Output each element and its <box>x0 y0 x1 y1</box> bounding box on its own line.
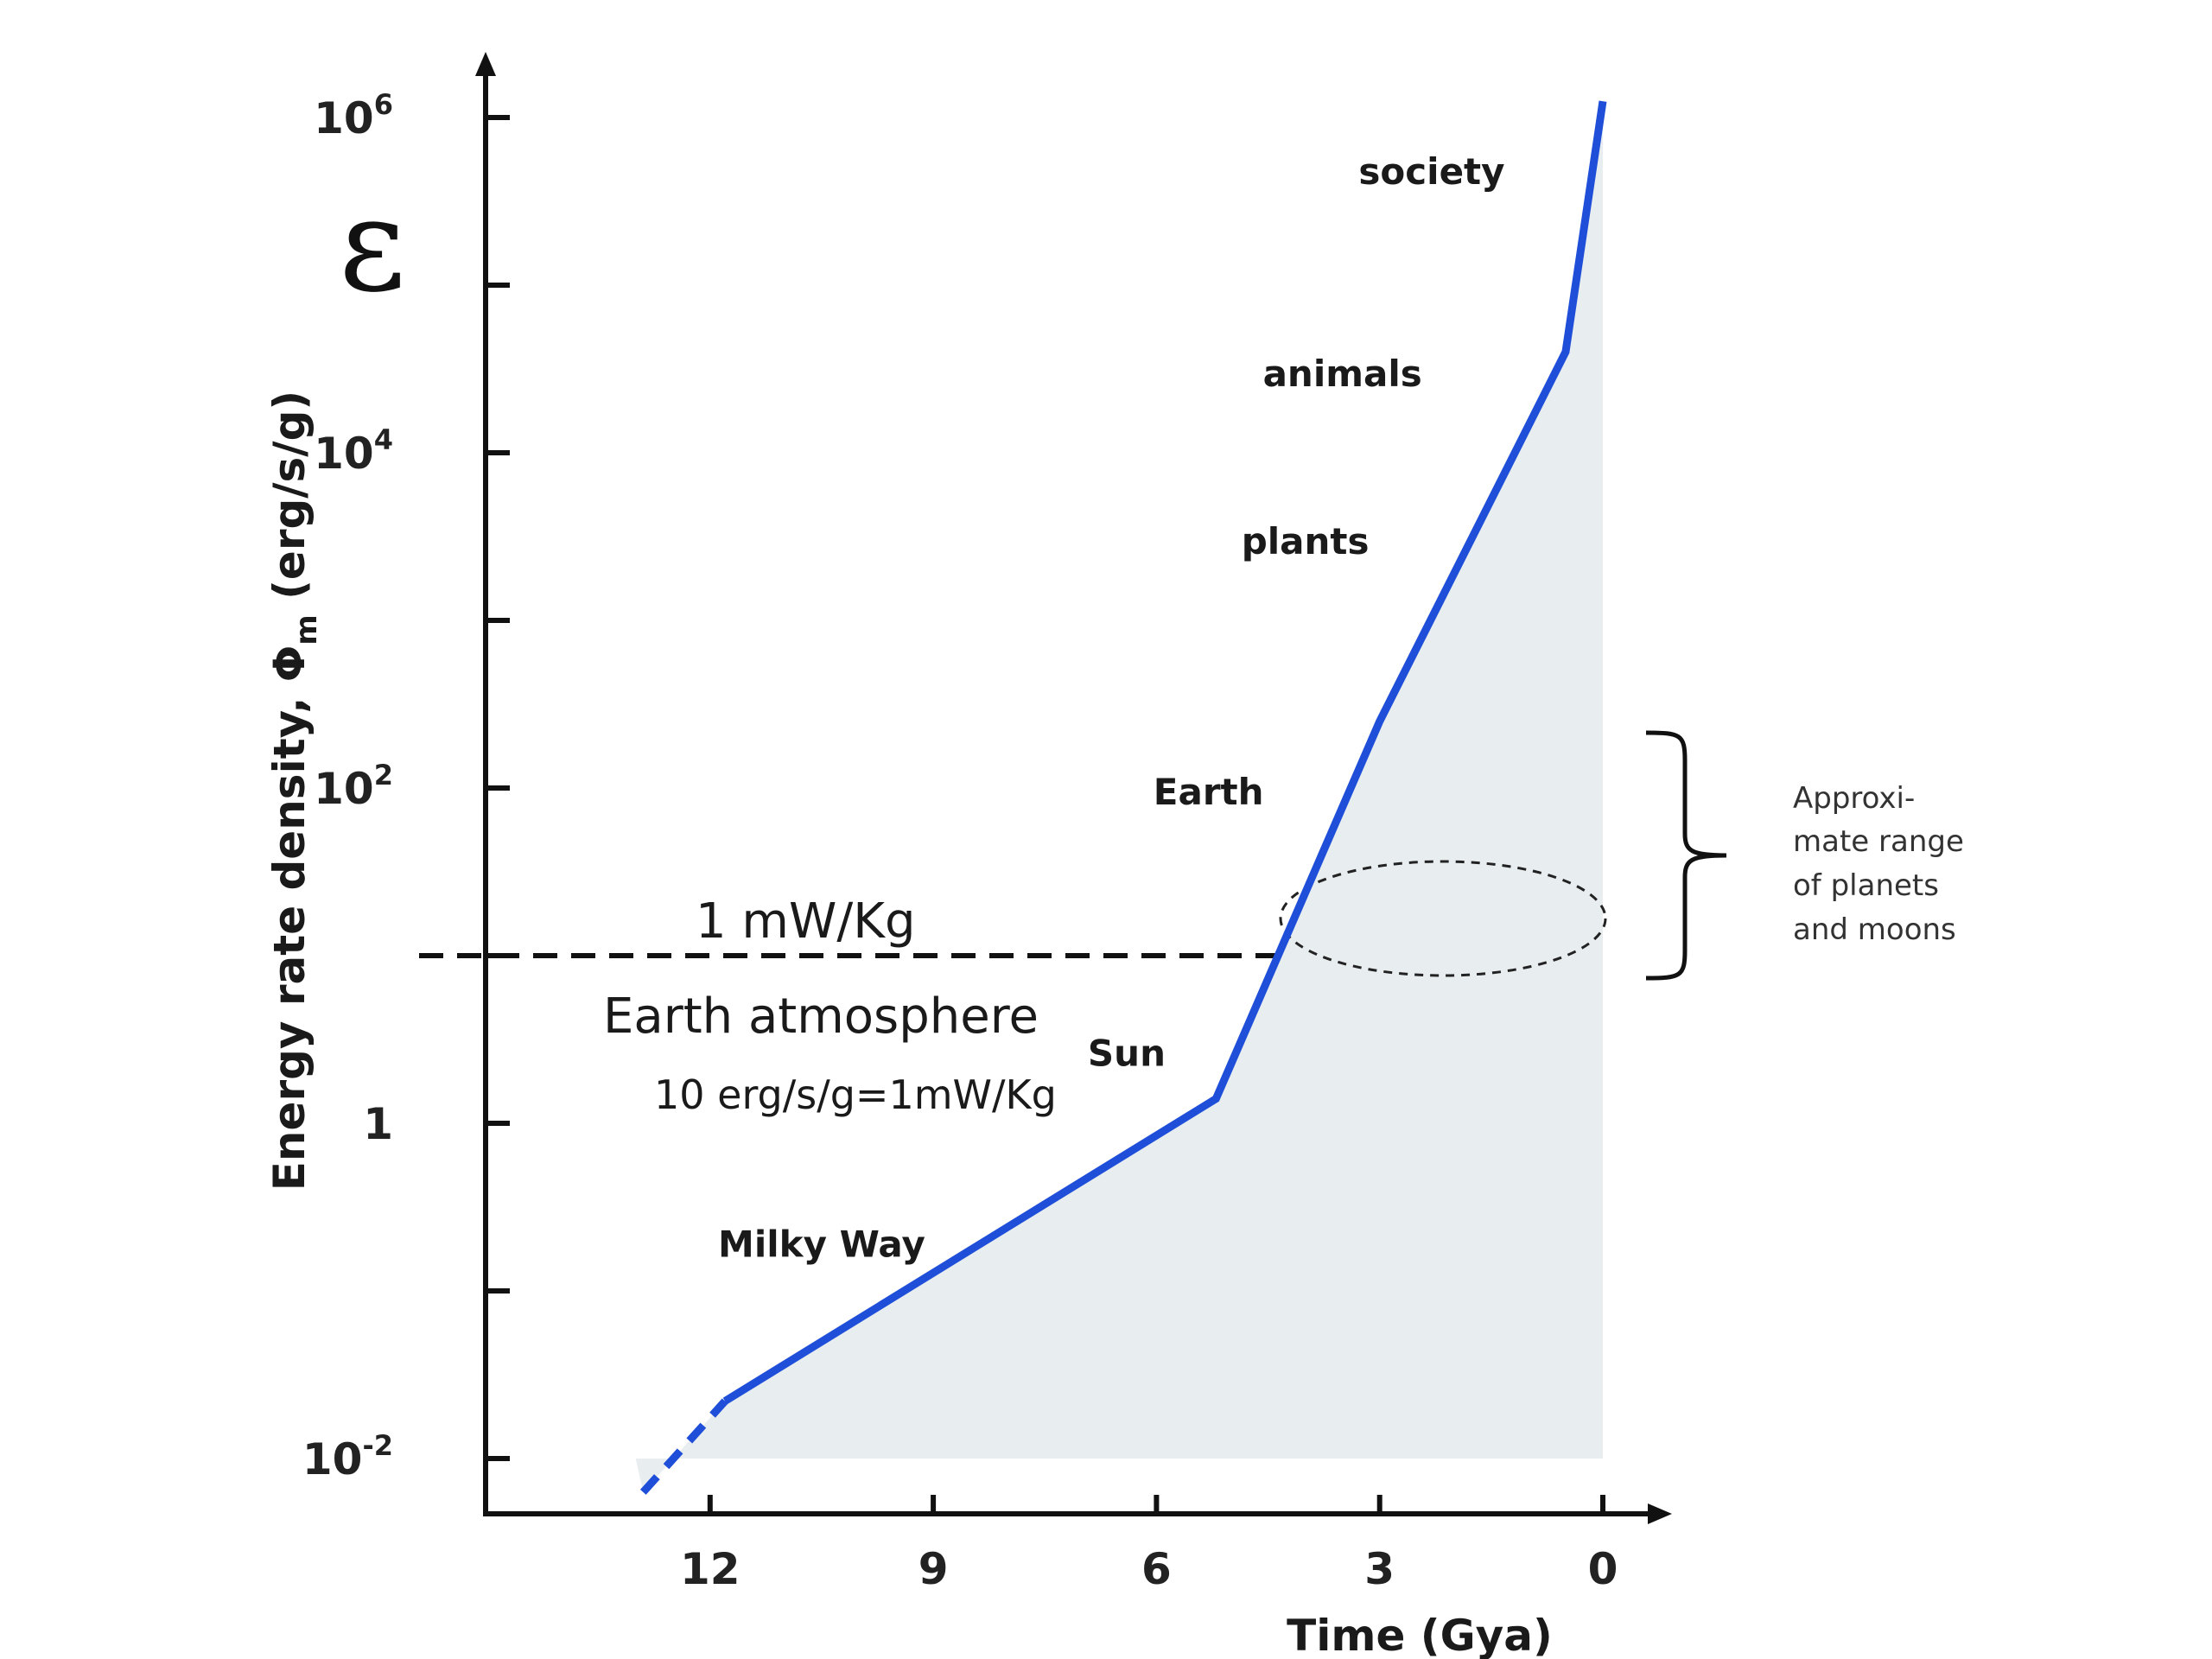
annotation-label: animals <box>1263 353 1422 395</box>
reference-line-label: 1 mW/Kg <box>696 893 916 950</box>
x-tick-label: 3 <box>1364 1544 1395 1594</box>
conversion-note: 10 erg/s/g=1mW/Kg <box>654 1071 1057 1118</box>
x-axis <box>483 1503 1672 1524</box>
y-tick-label: 1 <box>363 1099 393 1149</box>
series-line <box>722 100 1607 1405</box>
y-ticks <box>486 115 510 1461</box>
y-tick-labels: 10-2 1 102 104 106 <box>302 88 393 1484</box>
y-tick-label: 102 <box>314 759 393 814</box>
x-tick-label: 0 <box>1588 1544 1618 1594</box>
x-tick-label: 6 <box>1141 1544 1172 1594</box>
annotation-label: society <box>1358 150 1504 193</box>
y-tick-label: 10-2 <box>302 1429 393 1484</box>
range-bracket <box>1645 730 1727 981</box>
x-ticks <box>707 1495 1605 1514</box>
y-axis-title: Energy rate density, Φm (erg/s/g) <box>264 391 324 1191</box>
x-tick-labels: 12 9 6 3 0 <box>680 1544 1618 1594</box>
area-fill <box>635 101 1604 1492</box>
x-axis-title: Time (Gya) <box>1287 1611 1553 1659</box>
annotation-label: Sun <box>1088 1033 1166 1075</box>
annotation-label: Milky Way <box>718 1223 925 1265</box>
x-tick-label: 9 <box>918 1544 949 1594</box>
y-axis <box>475 52 496 1516</box>
y-tick-label: 104 <box>314 423 393 479</box>
x-tick-label: 12 <box>680 1544 741 1594</box>
epsilon-symbol: ε <box>339 170 406 321</box>
planets-range-ellipse <box>1279 860 1607 977</box>
y-tick-label: 106 <box>314 88 393 143</box>
annotation-label: plants <box>1242 520 1370 563</box>
series-line-dashed-start <box>639 1398 728 1495</box>
annotation-label: Earth <box>1154 771 1264 813</box>
range-label: Approxi- mate range of planets and moons <box>1793 781 1974 947</box>
earth-atmosphere-label: Earth atmosphere <box>603 988 1039 1045</box>
annotations: society animals plants Earth Sun Milky Way <box>718 150 1504 1265</box>
